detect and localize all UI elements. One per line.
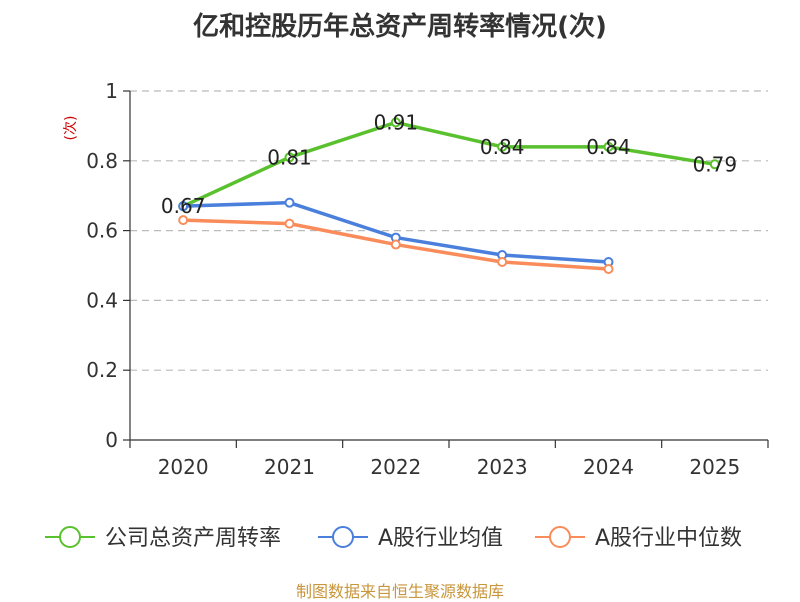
x-tick-label: 2022 [370,455,421,479]
y-tick-label: 0.4 [86,288,118,312]
data-point [709,159,720,170]
y-tick-label: 0.2 [86,358,118,382]
legend-label-0: 公司总资产周转率 [105,526,281,551]
x-tick-label: 2024 [583,455,634,479]
y-tick-label: 0 [105,428,118,452]
data-point [284,218,295,229]
data-point [178,201,189,212]
data-label: 0.84 [480,135,525,159]
data-point [178,215,189,226]
source-note: 制图数据来自恒生聚源数据库 [295,582,504,601]
data-label: 0.79 [693,152,738,176]
data-point [603,263,614,274]
x-tick-label: 2020 [158,455,209,479]
data-point [284,152,295,163]
data-point [390,239,401,250]
data-point [497,141,508,152]
y-tick-label: 0.8 [86,149,118,173]
y-tick-label: 1 [105,79,118,103]
chart-title: 亿和控股历年总资产周转率情况(次) [193,12,607,42]
legend: 公司总资产周转率 A股行业均值 A股行业中位数 [45,526,742,551]
data-point [497,257,508,268]
y-tick-label: 0.6 [86,219,118,243]
legend-label-1: A股行业均值 [378,526,503,551]
data-point [390,117,401,128]
x-tick-label: 2025 [689,455,740,479]
legend-marker-0 [59,526,81,548]
data-labels: 0.67 0.81 0.91 0.84 0.84 0.79 [161,110,737,218]
x-tick-label: 2023 [477,455,528,479]
x-tick-label: 2021 [264,455,315,479]
legend-marker-2 [549,526,571,548]
series-line-1 [183,200,609,264]
y-axis-label: (次) [63,116,79,141]
data-label: 0.91 [374,110,419,134]
data-point [284,197,295,208]
legend-label-2: A股行业中位数 [595,526,742,551]
series-line-0 [182,120,716,208]
data-label: 0.84 [586,135,631,159]
data-label: 0.67 [161,194,206,218]
data-point [603,141,614,152]
data-label: 0.81 [267,145,312,169]
legend-marker-1 [332,526,354,548]
series-lines [178,117,720,274]
grid-lines [130,90,768,371]
